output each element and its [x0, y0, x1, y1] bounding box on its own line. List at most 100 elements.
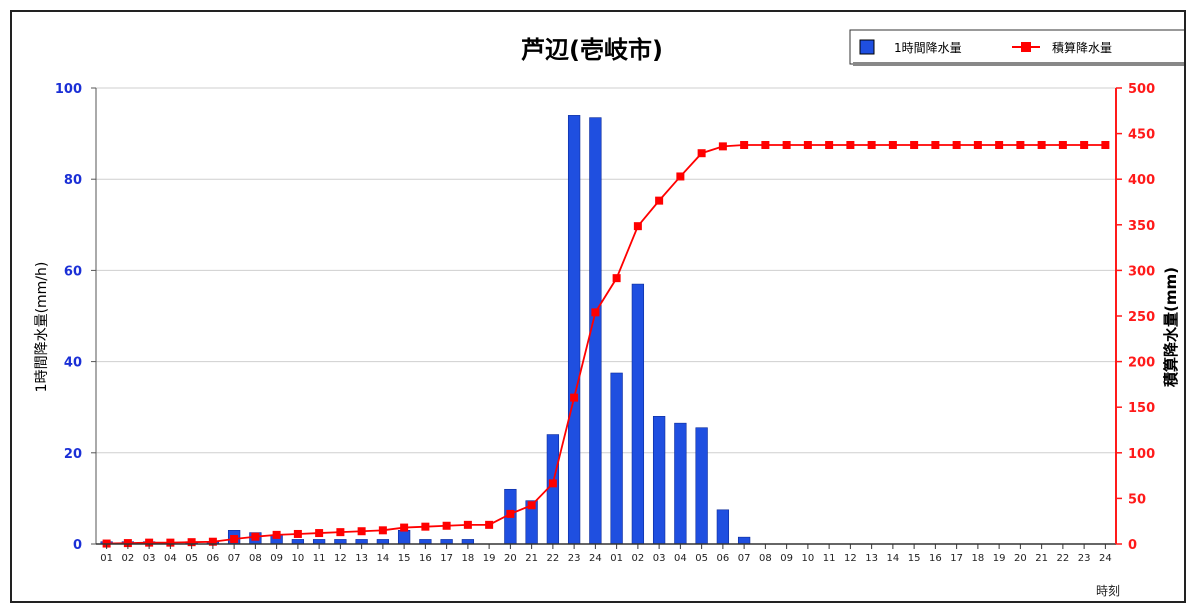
line-point — [145, 538, 154, 547]
line-point — [208, 537, 217, 546]
right-axis-title: 積算降水量(mm) — [1162, 267, 1180, 388]
bar — [567, 115, 581, 545]
x-tick-label: 24 — [589, 553, 602, 564]
x-tick-label: 21 — [525, 553, 538, 564]
x-tick-label: 20 — [504, 553, 517, 564]
left-tick-label: 40 — [64, 356, 82, 371]
x-tick-label: 17 — [950, 553, 963, 564]
line-point — [740, 141, 749, 149]
line-series — [102, 141, 1110, 548]
x-tick-label: 22 — [1057, 553, 1070, 564]
x-tick-label: 20 — [1014, 553, 1027, 564]
right-tick-label: 250 — [1128, 310, 1155, 325]
bar — [652, 416, 666, 545]
line-point — [272, 530, 281, 539]
x-tick-label: 03 — [143, 553, 156, 564]
x-tick-label: 21 — [1035, 553, 1048, 564]
legend-bar-swatch — [859, 39, 875, 55]
line-point — [166, 538, 175, 547]
x-tick-label: 22 — [547, 553, 560, 564]
x-tick-label: 15 — [908, 553, 921, 564]
x-tick-label: 05 — [185, 553, 198, 564]
x-tick-label: 16 — [419, 553, 432, 564]
x-tick-label: 19 — [483, 553, 496, 564]
bar — [397, 530, 411, 545]
line-point — [463, 520, 472, 529]
x-tick-label: 16 — [929, 553, 942, 564]
right-tick-label: 50 — [1128, 492, 1146, 507]
left-tick-label: 80 — [64, 173, 82, 188]
x-tick-label: 01 — [610, 553, 623, 564]
right-tick-label: 200 — [1128, 356, 1155, 371]
line-point — [293, 529, 302, 538]
chart-title: 芦辺(壱岐市) — [521, 36, 663, 64]
bar — [610, 372, 623, 545]
x-tick-label: 02 — [122, 553, 135, 564]
x-tick-label: 11 — [823, 553, 836, 564]
right-tick-label: 150 — [1128, 401, 1155, 416]
right-tick-label: 0 — [1128, 538, 1137, 553]
right-tick-label: 100 — [1128, 447, 1155, 462]
line-point — [995, 141, 1004, 149]
line-point — [123, 539, 132, 548]
line-point — [825, 141, 834, 149]
right-tick-label: 400 — [1128, 173, 1155, 188]
x-tick-label: 06 — [717, 553, 730, 564]
line-point — [910, 141, 919, 149]
line-point — [718, 142, 727, 151]
x-tick-label: 02 — [632, 553, 645, 564]
line-point — [952, 141, 961, 149]
line-point — [421, 522, 430, 531]
grid — [96, 87, 1116, 454]
line-point — [591, 308, 600, 317]
line-point — [803, 141, 812, 149]
bar — [631, 283, 645, 545]
line-point — [357, 527, 366, 536]
chart-frame: 1時間降水量 積算降水量 芦辺(壱岐市) 0 20 40 60 80 100 0 50 100… — [10, 10, 1186, 603]
x-tick-label: 09 — [270, 553, 283, 564]
x-tick-label: 23 — [568, 553, 581, 564]
x-tick-label: 23 — [1078, 553, 1091, 564]
line-point — [378, 526, 387, 535]
legend-label-bar: 1時間降水量 — [894, 41, 962, 55]
line-point — [527, 501, 536, 510]
x-tick-label: 18 — [462, 553, 475, 564]
x-tick-label: 07 — [738, 553, 751, 564]
x-tick-label: 12 — [334, 553, 347, 564]
line-point — [761, 141, 770, 149]
line-point — [570, 393, 579, 402]
line-point — [867, 141, 876, 149]
x-tick-label: 14 — [887, 553, 900, 564]
x-tick-label: 04 — [164, 553, 177, 564]
line-point — [888, 141, 897, 149]
x-tick-label: 09 — [780, 553, 793, 564]
line-point — [187, 538, 196, 547]
bar — [546, 434, 560, 545]
x-tick-label: 03 — [653, 553, 666, 564]
right-tick-label: 350 — [1128, 219, 1155, 234]
line-point — [1101, 141, 1110, 149]
axes — [95, 88, 1117, 545]
x-tick-label: 19 — [993, 553, 1006, 564]
bar — [716, 509, 730, 545]
x-tick-label: 04 — [674, 553, 687, 564]
line-point — [697, 149, 706, 158]
line-point — [633, 222, 642, 231]
x-tick-label: 08 — [249, 553, 262, 564]
line-point — [612, 274, 621, 283]
legend-line-marker — [1021, 42, 1031, 52]
line-point — [973, 141, 982, 149]
line-point — [506, 509, 515, 518]
left-tick-label: 100 — [55, 82, 82, 97]
x-tick-label: 17 — [440, 553, 453, 564]
line-point — [782, 141, 791, 149]
left-axis-ticks: 0 20 40 60 80 100 — [55, 82, 96, 553]
line-point — [1080, 141, 1089, 149]
line-point — [1037, 141, 1046, 149]
legend-shadow — [853, 62, 1184, 66]
line-point — [846, 141, 855, 149]
line-point — [676, 172, 685, 181]
x-tick-label: 15 — [398, 553, 411, 564]
line-point — [548, 479, 557, 488]
